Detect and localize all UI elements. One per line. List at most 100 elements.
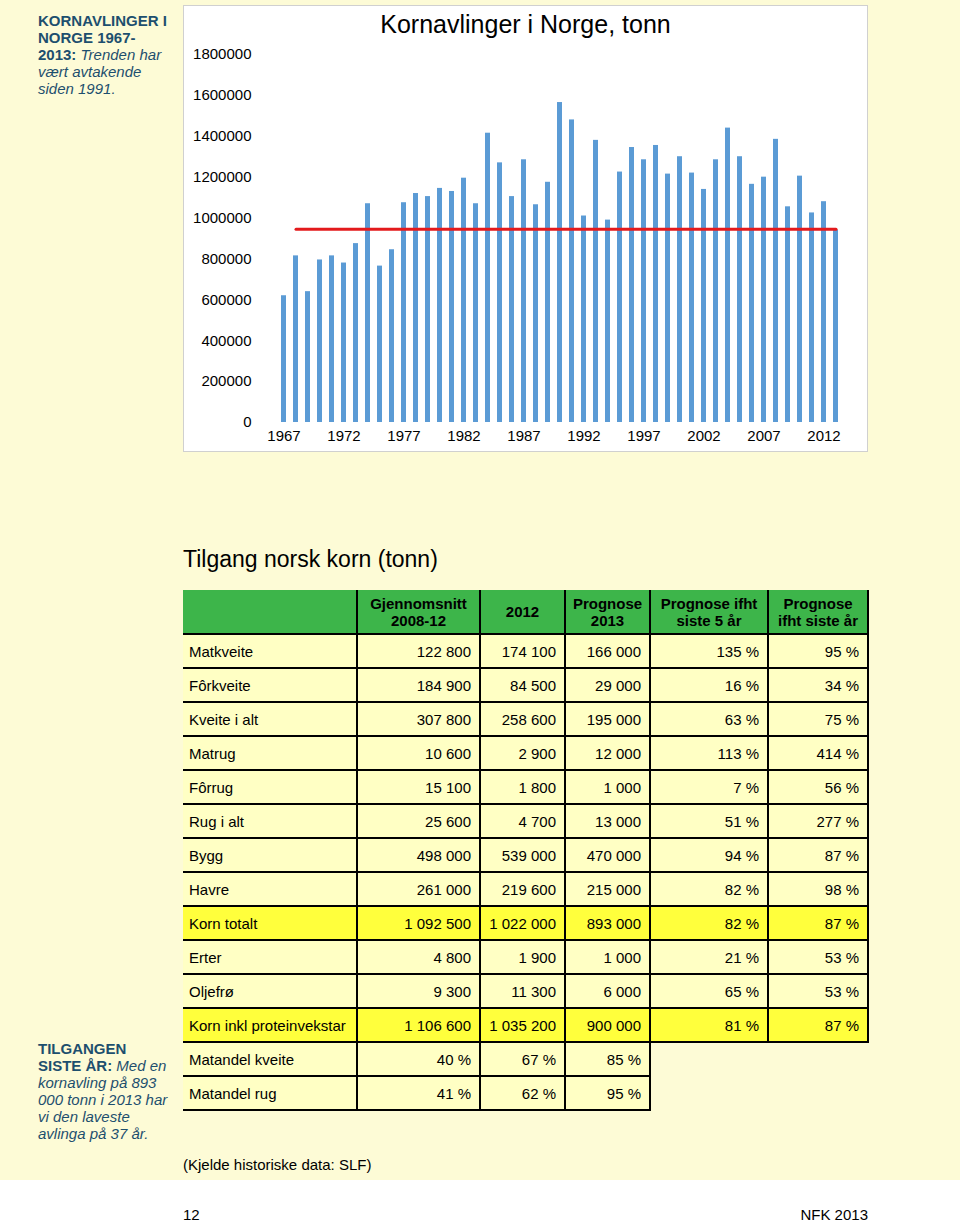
- html-text:13 000: 13 000: [595, 812, 641, 830]
- html-text:2 900: 2 900: [518, 744, 556, 762]
- html-text:TILGANGEN SISTE ÅR: Med en kor: TILGANGEN SISTE ÅR: Med en kornavling på…: [38, 1040, 168, 1142]
- svg-text:800000: 800000: [201, 250, 251, 267]
- html-text:87 %: 87 %: [824, 914, 859, 932]
- html-text:307 800: 307 800: [416, 710, 471, 728]
- html-text:7 %: 7 %: [733, 778, 759, 796]
- svg-text:600000: 600000: [201, 291, 251, 308]
- html-text:470 000: 470 000: [586, 846, 641, 864]
- html-text:893 000: 893 000: [586, 914, 641, 932]
- html-text:Korn totalt: Korn totalt: [189, 914, 258, 932]
- html-text:87 %: 87 %: [824, 846, 859, 864]
- html-text:Havre: Havre: [189, 880, 229, 898]
- html-text:215 000: 215 000: [586, 880, 641, 898]
- html-text:81 %: 81 %: [724, 1016, 759, 1034]
- html-text:16 %: 16 %: [724, 676, 759, 694]
- html-text:174 100: 174 100: [501, 642, 556, 660]
- html-text:75 %: 75 %: [824, 710, 859, 728]
- html-text:Matrug: Matrug: [189, 744, 236, 762]
- html-text:498 000: 498 000: [416, 846, 471, 864]
- html-text:184 900: 184 900: [416, 676, 471, 694]
- html-text:53 %: 53 %: [824, 982, 859, 1000]
- html-text:1 000: 1 000: [603, 778, 641, 796]
- svg-text:1977: 1977: [387, 427, 420, 444]
- html-text:539 000: 539 000: [501, 846, 556, 864]
- html-text:94 %: 94 %: [724, 846, 759, 864]
- html-text:166 000: 166 000: [586, 642, 641, 660]
- svg-text:200000: 200000: [201, 372, 251, 389]
- html-text:Prognose ifht siste år: Prognose ifht siste år: [778, 594, 858, 629]
- svg-text:1972: 1972: [327, 427, 360, 444]
- html-text:56 %: 56 %: [824, 778, 859, 796]
- html-text:Oljefrø: Oljefrø: [189, 982, 234, 1000]
- html-text:15 100: 15 100: [425, 778, 471, 796]
- html-text:1 900: 1 900: [518, 948, 556, 966]
- html-text:219 600: 219 600: [501, 880, 556, 898]
- svg-text:1400000: 1400000: [193, 127, 251, 144]
- html-text:122 800: 122 800: [416, 642, 471, 660]
- html-text:Korn inkl proteinvekstar: Korn inkl proteinvekstar: [189, 1016, 346, 1034]
- html-text:900 000: 900 000: [586, 1016, 641, 1034]
- html-text:21 %: 21 %: [724, 948, 759, 966]
- html-text:1 106 600: 1 106 600: [404, 1016, 471, 1034]
- html-text:1 800: 1 800: [518, 778, 556, 796]
- html-text:Prognose ifht siste 5 år: Prognose ifht siste 5 år: [660, 594, 758, 629]
- html-text:Bygg: Bygg: [189, 846, 224, 864]
- html-text:53 %: 53 %: [824, 948, 859, 966]
- html-text:1 022 000: 1 022 000: [489, 914, 556, 932]
- html-text:195 000: 195 000: [586, 710, 641, 728]
- html-text:1 035 200: 1 035 200: [489, 1016, 556, 1034]
- html-text:414 %: 414 %: [816, 744, 859, 762]
- html-text:4 800: 4 800: [433, 948, 471, 966]
- svg-text:0: 0: [243, 413, 251, 430]
- svg-text:1800000: 1800000: [193, 45, 251, 62]
- html-text:261 000: 261 000: [416, 880, 471, 898]
- html-text:KORNAVLINGER I NORGE 1967-2013: KORNAVLINGER I NORGE 1967-2013: Trenden …: [38, 12, 167, 97]
- html-text:12 000: 12 000: [595, 744, 641, 762]
- html-text:113 %: 113 %: [717, 744, 759, 762]
- html-text:82 %: 82 %: [724, 914, 759, 932]
- html-text:Gjennomsnitt 2008-12: Gjennomsnitt 2008-12: [370, 594, 467, 629]
- html-text:Erter: Erter: [189, 948, 222, 966]
- html-text:87 %: 87 %: [824, 1016, 859, 1034]
- svg-text:2012: 2012: [807, 427, 840, 444]
- html-text:34 %: 34 %: [824, 676, 859, 694]
- html-text:98 %: 98 %: [824, 880, 859, 898]
- svg-text:1997: 1997: [627, 427, 660, 444]
- svg-text:2007: 2007: [747, 427, 780, 444]
- html-text:258 600: 258 600: [501, 710, 556, 728]
- html-text:63 %: 63 %: [724, 710, 759, 728]
- html-text:Fôrkveite: Fôrkveite: [189, 676, 251, 694]
- html-text:51 %: 51 %: [724, 812, 759, 830]
- html-text:84 500: 84 500: [510, 676, 556, 694]
- svg-text:1967: 1967: [267, 427, 300, 444]
- html-text:25 600: 25 600: [425, 812, 471, 830]
- html-text:1 092 500: 1 092 500: [404, 914, 471, 932]
- html-text:65 %: 65 %: [724, 982, 759, 1000]
- html-text:Matkveite: Matkveite: [189, 642, 254, 660]
- html-text:95 %: 95 %: [824, 642, 859, 660]
- svg-text:2002: 2002: [687, 427, 720, 444]
- svg-text:1200000: 1200000: [193, 168, 251, 185]
- html-text:Kornavlinger i Norge, tonn: Kornavlinger i Norge, tonn: [380, 10, 671, 38]
- svg-text:1992: 1992: [567, 427, 600, 444]
- html-text:29 000: 29 000: [595, 676, 641, 694]
- svg-text:1987: 1987: [507, 427, 540, 444]
- html-text:9 300: 9 300: [433, 982, 471, 1000]
- html-text:Prognose 2013: Prognose 2013: [572, 594, 643, 629]
- html-text:Tilgang norsk korn (tonn): Tilgang norsk korn (tonn): [183, 546, 438, 572]
- svg-text:1600000: 1600000: [193, 86, 251, 103]
- svg-text:400000: 400000: [201, 332, 251, 349]
- svg-text:1000000: 1000000: [193, 209, 251, 226]
- html-text:Fôrrug: Fôrrug: [189, 778, 234, 796]
- html-text:277 %: 277 %: [816, 812, 859, 830]
- html-text:6 000: 6 000: [603, 982, 641, 1000]
- svg-text:1982: 1982: [447, 427, 480, 444]
- html-text:10 600: 10 600: [425, 744, 471, 762]
- html-text:1 000: 1 000: [603, 948, 641, 966]
- html-text:11 300: 11 300: [511, 982, 556, 1000]
- html-text:Kveite i alt: Kveite i alt: [189, 710, 259, 728]
- html-text:4 700: 4 700: [518, 812, 556, 830]
- html-text:135 %: 135 %: [716, 642, 759, 660]
- html-text:82 %: 82 %: [724, 880, 759, 898]
- html-text:Rug i alt: Rug i alt: [189, 812, 244, 830]
